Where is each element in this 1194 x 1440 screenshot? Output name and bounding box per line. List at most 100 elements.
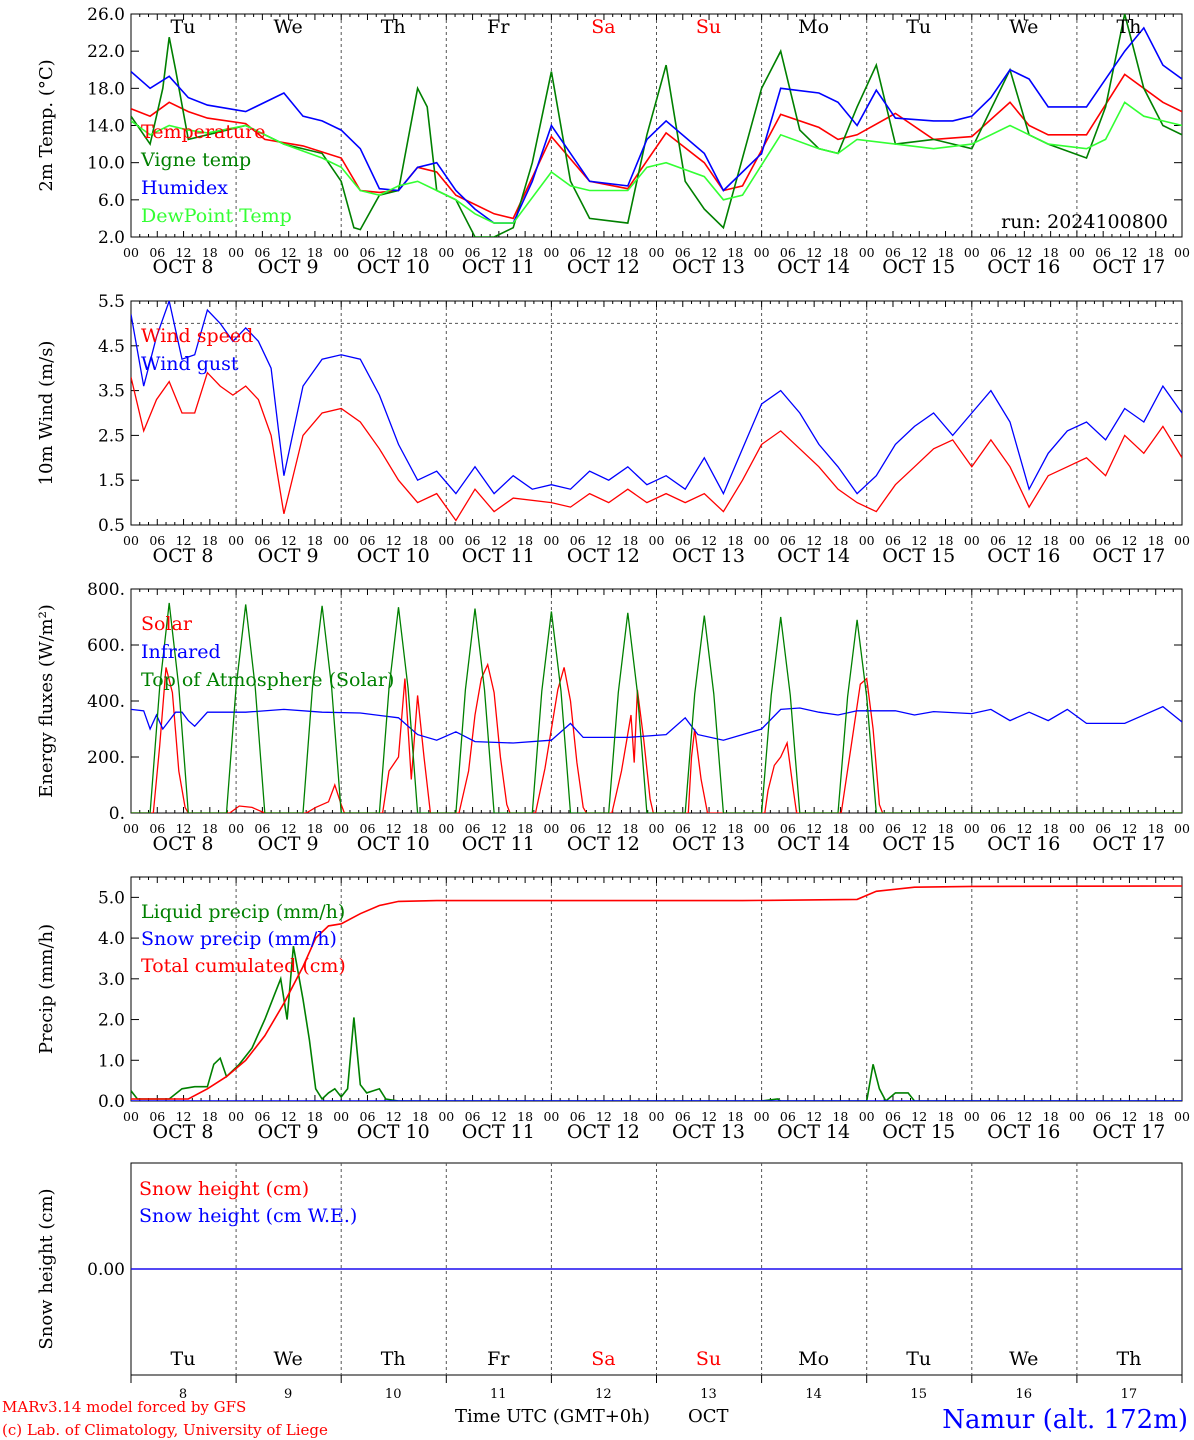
- weekday-label: We: [273, 1348, 302, 1370]
- hour-tick-label: 00: [123, 1109, 139, 1124]
- hour-tick-label: 00: [438, 245, 454, 260]
- hour-tick-label: 18: [832, 1109, 848, 1124]
- hour-tick-label: 06: [780, 1109, 796, 1124]
- hour-tick-label: 00: [123, 821, 139, 836]
- date-label: OCT 11: [462, 833, 535, 855]
- date-label: OCT 17: [1092, 1121, 1165, 1143]
- panel-1: 00 06 12 18 00 06 12 18 00 06 12 18 00 06 12 18 00 06 12 18…: [36, 5, 1190, 278]
- weekday-label: Th: [381, 16, 406, 38]
- weekday-label: Th: [1116, 16, 1141, 38]
- hour-tick-label: 18: [202, 1109, 218, 1124]
- hour-tick-label: 18: [727, 821, 743, 836]
- hour-tick-label: 12: [596, 1109, 612, 1124]
- hour-tick-label: 00: [1174, 1109, 1190, 1124]
- hour-tick-label: 18: [412, 245, 428, 260]
- weekday-label: We: [1009, 1348, 1038, 1370]
- weekday-label: Th: [1116, 1348, 1141, 1370]
- y-tick-label: 1.0: [98, 1051, 125, 1071]
- hour-tick-label: 12: [1121, 533, 1137, 548]
- hour-tick-label: 06: [990, 533, 1006, 548]
- hour-tick-label: 18: [307, 1109, 323, 1124]
- hour-tick-label: 00: [964, 533, 980, 548]
- hour-tick-label: 12: [491, 245, 507, 260]
- weekday-label: We: [1009, 16, 1038, 38]
- y-tick-label: 3.0: [98, 970, 125, 990]
- y-tick-label: 800.: [87, 580, 125, 600]
- y-axis-label: 2m Temp. (°C): [36, 59, 57, 191]
- y-tick-label: 4.0: [98, 929, 125, 949]
- legend-entry: Total cumulated (cm): [141, 955, 346, 977]
- hour-tick-label: 00: [1069, 533, 1085, 548]
- date-label: OCT 11: [462, 1121, 535, 1143]
- date-label: OCT 8: [153, 833, 214, 855]
- hour-tick-label: 00: [543, 1109, 559, 1124]
- hour-tick-label: 00: [438, 1109, 454, 1124]
- weekday-label: Tu: [171, 16, 196, 38]
- hour-tick-label: 12: [911, 821, 927, 836]
- hour-tick-label: 00: [333, 533, 349, 548]
- hour-tick-label: 00: [333, 245, 349, 260]
- date-label: OCT 11: [462, 545, 535, 567]
- hour-tick-label: 18: [307, 533, 323, 548]
- date-label: OCT 10: [357, 545, 430, 567]
- hour-tick-label: 12: [281, 1109, 297, 1124]
- date-label: OCT 9: [258, 256, 319, 278]
- plot-frame: [130, 588, 1183, 814]
- hour-tick-label: 06: [780, 821, 796, 836]
- hour-tick-label: 18: [1148, 821, 1164, 836]
- series-layer: [131, 602, 1182, 813]
- series-line: [131, 946, 1182, 1101]
- y-tick-label: 26.0: [87, 5, 125, 25]
- hour-tick-label: 12: [911, 1109, 927, 1124]
- hour-tick-label: 00: [649, 1109, 665, 1124]
- hour-tick-label: 06: [990, 245, 1006, 260]
- y-axis-label: Precip (mm/h): [36, 924, 57, 1054]
- hour-tick-label: 06: [570, 533, 586, 548]
- weekday-label: Th: [381, 1348, 406, 1370]
- hour-tick-label: 00: [543, 821, 559, 836]
- model-credit: MARv3.14 model forced by GFS: [2, 1398, 246, 1416]
- hour-tick-label: 12: [176, 245, 192, 260]
- weekday-label: Sa: [591, 1348, 615, 1370]
- y-tick-label: 5.0: [98, 888, 125, 908]
- hour-tick-label: 00: [649, 533, 665, 548]
- y-axis-label: Energy fluxes (W/m²): [36, 604, 57, 798]
- hour-tick-label: 06: [465, 533, 481, 548]
- hour-tick-label: 18: [1043, 245, 1059, 260]
- series-line: [131, 101, 1182, 224]
- hour-tick-label: 06: [570, 1109, 586, 1124]
- hour-tick-label: 12: [596, 821, 612, 836]
- hour-tick-label: 12: [176, 1109, 192, 1124]
- hour-tick-label: 00: [228, 533, 244, 548]
- hour-tick-label: 00: [754, 1109, 770, 1124]
- hour-tick-label: 06: [465, 245, 481, 260]
- hour-tick-label: 06: [254, 821, 270, 836]
- hour-tick-label: 12: [176, 821, 192, 836]
- hour-tick-label: 06: [254, 533, 270, 548]
- y-tick-label: 14.0: [87, 117, 125, 137]
- date-label: OCT 14: [777, 833, 850, 855]
- hour-tick-label: 18: [938, 821, 954, 836]
- hour-tick-label: 12: [806, 1109, 822, 1124]
- legend-entry: Vigne temp: [140, 149, 251, 171]
- hour-tick-label: 12: [386, 245, 402, 260]
- legend-entry: Top of Atmosphere (Solar): [141, 669, 394, 691]
- y-tick-label: 2.5: [98, 426, 125, 446]
- date-label: OCT 11: [462, 256, 535, 278]
- hour-tick-label: 06: [675, 245, 691, 260]
- hour-tick-label: 06: [254, 245, 270, 260]
- legend-entry: Wind gust: [141, 353, 239, 375]
- hour-tick-label: 12: [806, 821, 822, 836]
- hour-tick-label: 00: [964, 1109, 980, 1124]
- date-label: OCT 10: [357, 1121, 430, 1143]
- day-number-label: 9: [284, 1387, 292, 1402]
- date-label: OCT 16: [987, 256, 1060, 278]
- hour-tick-label: 12: [701, 1109, 717, 1124]
- y-axis-label: Snow height (cm): [36, 1188, 57, 1349]
- hour-tick-label: 00: [754, 533, 770, 548]
- date-label: OCT 12: [567, 833, 640, 855]
- hour-tick-label: 12: [491, 1109, 507, 1124]
- hour-tick-label: 12: [1121, 821, 1137, 836]
- panel-2: 00 06 12 18 00 06 12 18 00 06 12 18 00 06 12 18 00 06 12 18…: [36, 292, 1190, 567]
